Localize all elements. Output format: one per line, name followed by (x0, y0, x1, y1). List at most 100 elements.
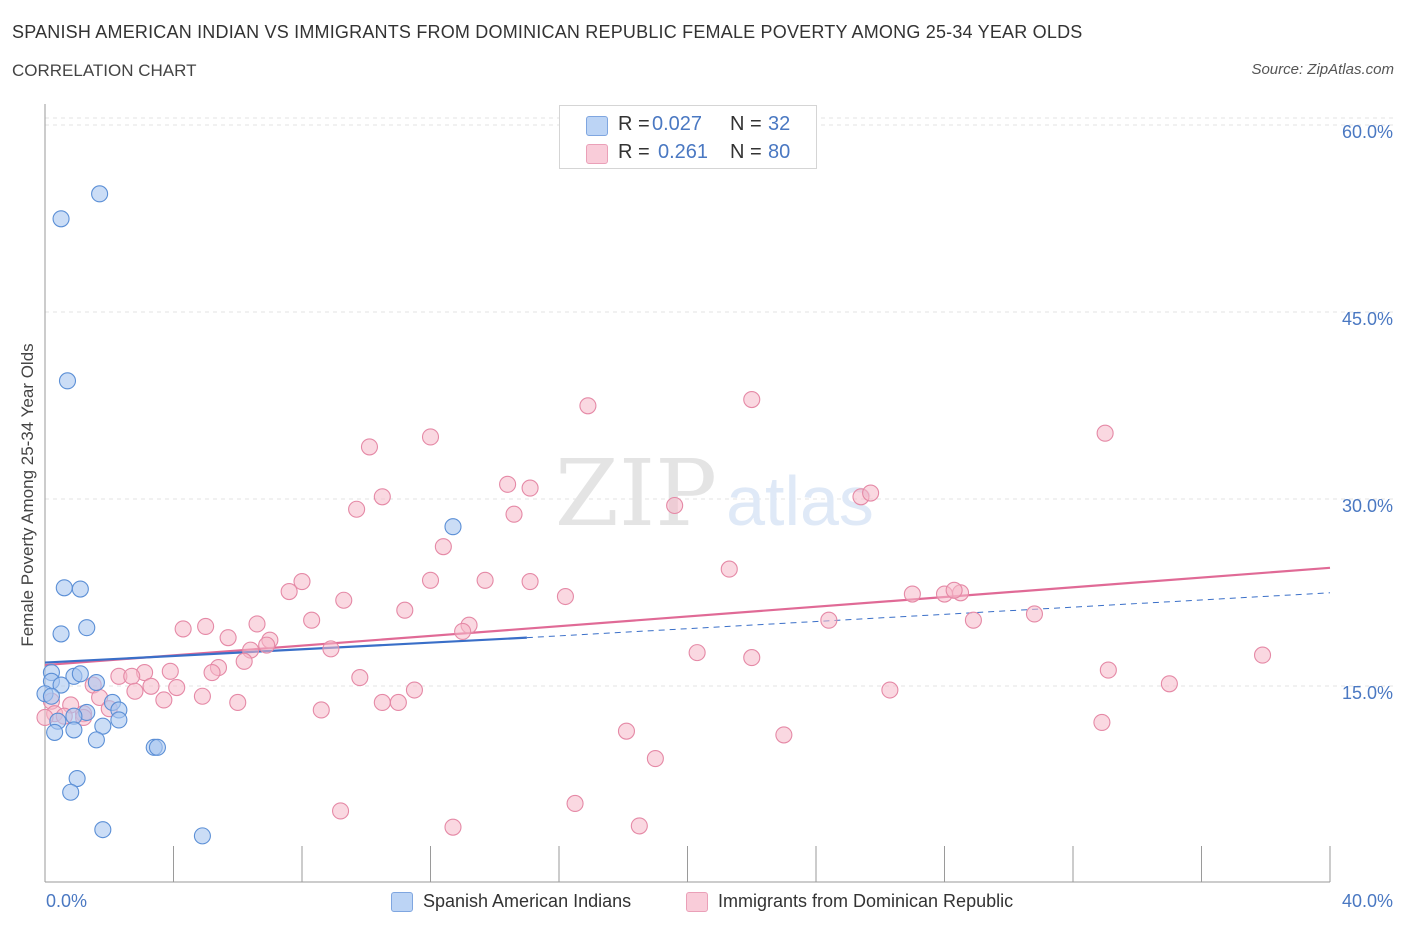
spanish-american-indian-point (55, 579, 73, 597)
dominican-point (1025, 605, 1043, 623)
pink-swatch-icon (686, 892, 708, 912)
dominican-point (123, 667, 141, 685)
legend-row-dominican-republic: R = 0.261 N = 80 (560, 139, 816, 167)
dominican-point (405, 681, 423, 699)
trend-layer (44, 566, 1331, 667)
dominican-point (161, 662, 179, 680)
dominican-point (293, 573, 311, 591)
dominican-point (142, 677, 160, 695)
x-tick-label-max: 40.0% (1341, 891, 1393, 911)
correlation-legend: R = 0.027 N = 32 R = 0.261 N = 80 (559, 105, 817, 169)
spanish-american-indian-point (52, 210, 70, 228)
spanish-american-indian-point (71, 580, 89, 598)
dominican-point (862, 484, 880, 502)
dominican-point (556, 587, 574, 606)
dominican-point (331, 802, 350, 820)
spanish-american-indian-point (62, 783, 80, 801)
blue-swatch-icon (391, 892, 413, 912)
blue-swatch-icon (586, 116, 608, 136)
dominican-point (421, 571, 440, 589)
trend-line-spanish-dashed (526, 592, 1331, 639)
axis-layer (44, 104, 1331, 883)
spanish-american-indian-point (193, 827, 211, 845)
watermark-atlas: atlas (726, 462, 874, 540)
watermark: ZIP atlas (555, 440, 874, 547)
dominican-point (335, 591, 353, 609)
source-label: Source: ZipAtlas.com (1251, 61, 1394, 78)
y-tick-label: 45.0% (1341, 309, 1393, 329)
dominican-point (579, 397, 597, 415)
dominican-point (303, 611, 321, 629)
dominican-point (617, 722, 636, 740)
dominican-point (203, 664, 221, 682)
dominican-point (258, 636, 276, 654)
dominican-point (248, 615, 266, 633)
dominican-point (396, 601, 414, 619)
spanish-american-indian-point (87, 731, 105, 749)
dominican-point (373, 693, 391, 712)
dominican-point (646, 750, 664, 768)
dominican-point (174, 620, 192, 638)
r-label: R = (618, 141, 650, 163)
spanish-american-indian-point (71, 665, 89, 683)
spanish-american-indian-point (68, 769, 86, 788)
dominican-point (219, 629, 237, 647)
legend-label: Immigrants from Dominican Republic (718, 891, 1014, 911)
legend-label: Spanish American Indians (423, 891, 632, 911)
dominican-point (688, 644, 706, 662)
dominican-point (280, 582, 298, 601)
dominican-point (476, 571, 494, 589)
y-tick-label: 30.0% (1341, 496, 1393, 516)
dominican-point (1093, 713, 1111, 731)
trend-line-dominican (44, 566, 1331, 667)
spanish-american-indian-point (94, 717, 112, 735)
spanish-american-indian-point (94, 821, 112, 839)
spanish-american-indian-point (110, 711, 128, 729)
series-legend: Spanish American Indians Immigrants from… (0, 890, 1406, 916)
dominican-point (505, 505, 523, 523)
spanish-american-indian-point (87, 673, 105, 692)
dominican-point (193, 687, 211, 705)
spanish-american-indian-point (444, 518, 462, 536)
dominican-point (348, 500, 366, 518)
dominican-point (229, 693, 247, 712)
dominican-point (1160, 675, 1178, 693)
chart-subtitle: CORRELATION CHART (12, 61, 197, 80)
dominican-point (521, 573, 539, 591)
dominican-point (322, 640, 340, 658)
spanish-american-indian-point (91, 185, 109, 203)
dominican-point (235, 652, 253, 670)
spanish-american-indian-point (52, 676, 70, 694)
dominican-point (521, 479, 539, 497)
pink-swatch-icon (586, 144, 608, 164)
dominican-point (964, 611, 982, 629)
dominican-point (903, 585, 921, 603)
dominican-point (444, 818, 462, 836)
dominican-point (434, 538, 452, 556)
watermark-zip: ZIP (555, 440, 717, 547)
dominican-point (720, 560, 738, 578)
n-label: N = (730, 113, 762, 135)
n-value: 32 (768, 113, 791, 135)
dominican-point (743, 649, 761, 667)
chart-title: SPANISH AMERICAN INDIAN VS IMMIGRANTS FR… (12, 22, 1083, 42)
dominican-point (566, 794, 584, 813)
x-tick-label-min: 0.0% (46, 891, 88, 911)
dominican-point (126, 682, 144, 700)
dominican-point (360, 438, 379, 456)
r-value: 0.027 (652, 113, 703, 135)
spanish-american-indian-point (52, 625, 70, 643)
y-tick-label: 60.0% (1341, 122, 1393, 142)
legend-row-spanish-american-indians: R = 0.027 N = 32 (560, 111, 816, 139)
n-label: N = (730, 141, 762, 163)
dominican-point (499, 475, 517, 493)
dominican-point (881, 681, 899, 699)
dominican-point (351, 668, 369, 687)
trend-line-spanish (44, 636, 527, 664)
dominican-point (1099, 661, 1117, 679)
spanish-american-indian-point (78, 619, 96, 637)
spanish-american-indian-point (42, 687, 60, 705)
dominican-point (630, 817, 648, 835)
dominican-point (373, 488, 391, 506)
